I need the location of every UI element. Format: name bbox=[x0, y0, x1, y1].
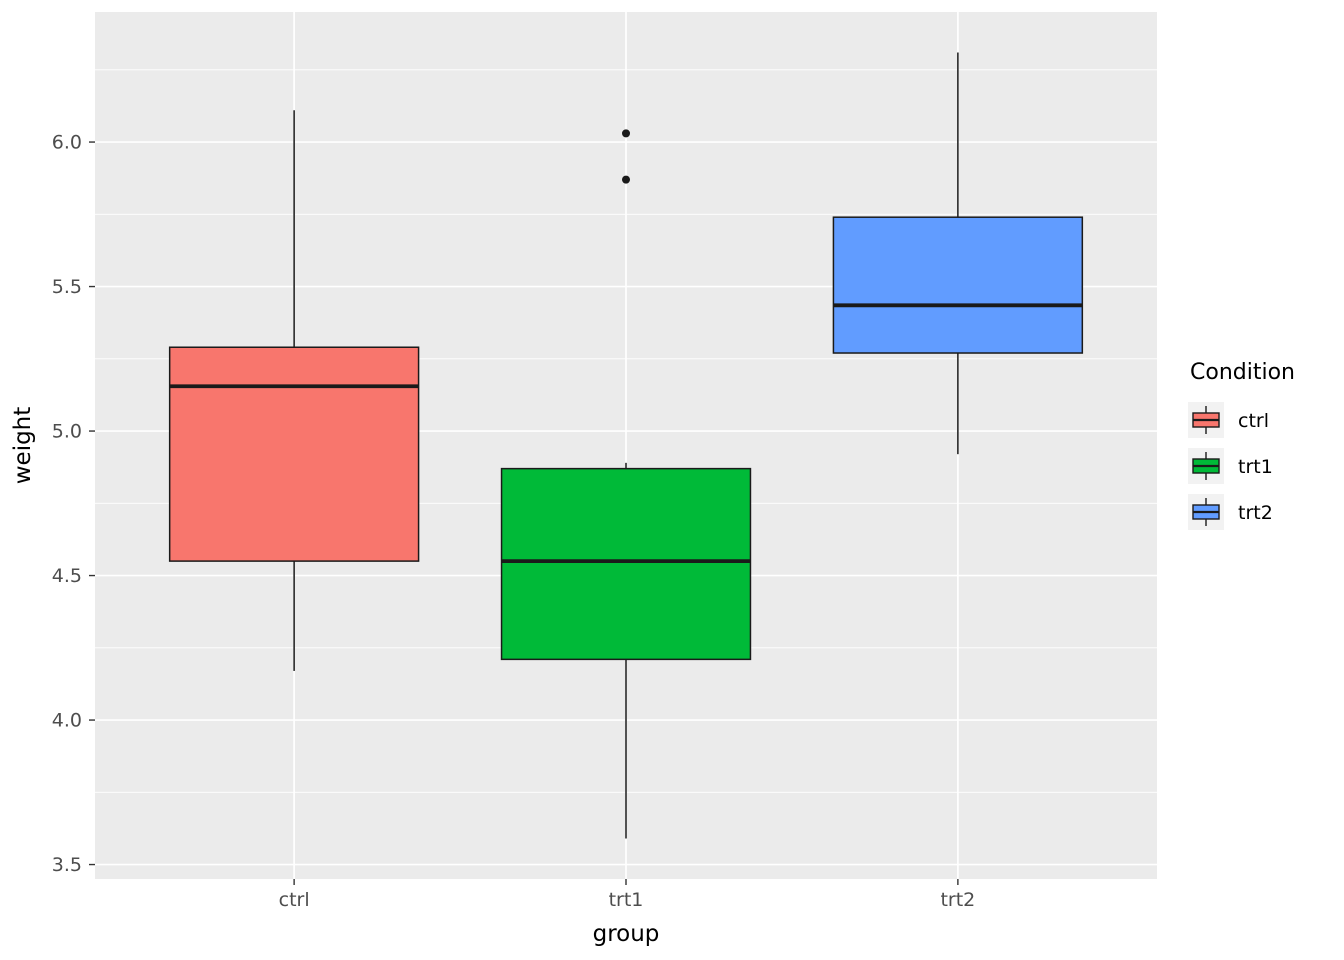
box-iqr bbox=[500, 467, 752, 661]
legend-entry-trt1: trt1 bbox=[1188, 448, 1273, 484]
y-axis-title: weight bbox=[10, 407, 36, 485]
legend-label: ctrl bbox=[1238, 410, 1269, 432]
y-tick-label: 5.0 bbox=[52, 421, 82, 443]
boxplot-ctrl bbox=[168, 110, 420, 671]
legend-entry-ctrl: ctrl bbox=[1188, 402, 1269, 438]
legend-label: trt1 bbox=[1238, 456, 1273, 478]
outlier-point bbox=[622, 175, 630, 184]
y-tick-label: 5.5 bbox=[52, 276, 82, 298]
box-iqr bbox=[832, 216, 1084, 354]
y-tick-label: 4.0 bbox=[52, 710, 82, 732]
legend-title: Condition bbox=[1190, 360, 1295, 385]
y-tick-label: 6.0 bbox=[52, 132, 82, 154]
boxplot-trt1 bbox=[500, 129, 752, 839]
box-iqr bbox=[168, 346, 420, 562]
x-tick-label: trt2 bbox=[940, 889, 975, 911]
y-tick-label: 4.5 bbox=[52, 565, 82, 587]
boxplot-trt2 bbox=[832, 52, 1084, 455]
legend-entry-trt2: trt2 bbox=[1188, 494, 1273, 530]
x-axis-title: group bbox=[593, 921, 660, 947]
x-tick-label: ctrl bbox=[279, 889, 310, 911]
outlier-point bbox=[622, 129, 630, 138]
x-tick-label: trt1 bbox=[609, 889, 644, 911]
legend-label: trt2 bbox=[1238, 502, 1273, 524]
y-tick-label: 3.5 bbox=[52, 854, 82, 876]
